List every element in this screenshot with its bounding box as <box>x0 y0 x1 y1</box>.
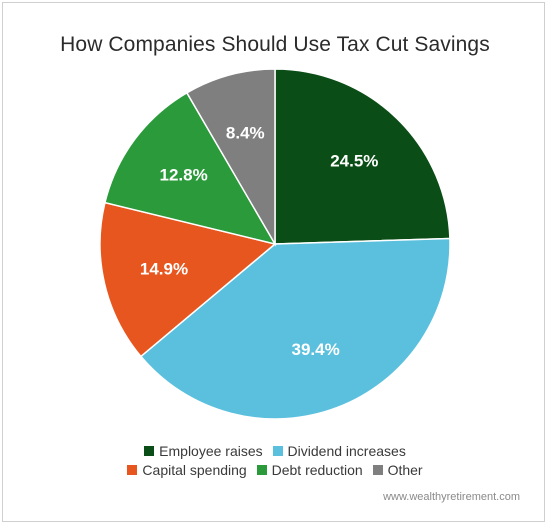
slice-label-employee-raises: 24.5% <box>330 152 378 171</box>
legend-item-capital-spending: Capital spending <box>127 460 247 480</box>
pie-slice-dividend-increases <box>139 237 451 420</box>
chart-title: How Companies Should Use Tax Cut Savings <box>60 33 490 56</box>
pie-slice-employee-raises <box>274 68 451 245</box>
legend-item-debt-reduction: Debt reduction <box>256 460 363 480</box>
legend-item-other: Other <box>372 460 423 480</box>
legend-swatch-debt-reduction <box>256 465 267 475</box>
slice-label-debt-reduction: 12.8% <box>159 165 207 184</box>
slice-label-dividend-increases: 39.4% <box>291 340 339 359</box>
legend-swatch-other <box>372 465 383 475</box>
legend-label: Dividend increases <box>287 443 406 459</box>
legend-label: Employee raises <box>159 443 263 459</box>
legend-row-1: Employee raises Dividend increases <box>0 441 550 461</box>
slice-label-capital-spending: 14.9% <box>140 259 188 278</box>
legend-item-dividend-increases: Dividend increases <box>272 441 406 461</box>
legend-label: Debt reduction <box>271 462 363 478</box>
legend-swatch-dividend-increases <box>272 446 283 456</box>
slice-label-other: 8.4% <box>226 123 265 142</box>
legend-swatch-employee-raises <box>144 446 155 456</box>
source-credit: www.wealthyretirement.com <box>383 491 520 503</box>
pie-slice-capital-spending <box>99 201 277 358</box>
legend-row-2: Capital spending Debt reduction Other <box>0 460 550 480</box>
pie-slice-other <box>185 68 276 247</box>
legend-label: Other <box>387 462 423 478</box>
legend-swatch-capital-spending <box>127 465 138 475</box>
legend-label: Capital spending <box>142 462 247 478</box>
pie-slice-debt-reduction <box>104 91 277 246</box>
legend-item-employee-raises: Employee raises <box>144 441 263 461</box>
